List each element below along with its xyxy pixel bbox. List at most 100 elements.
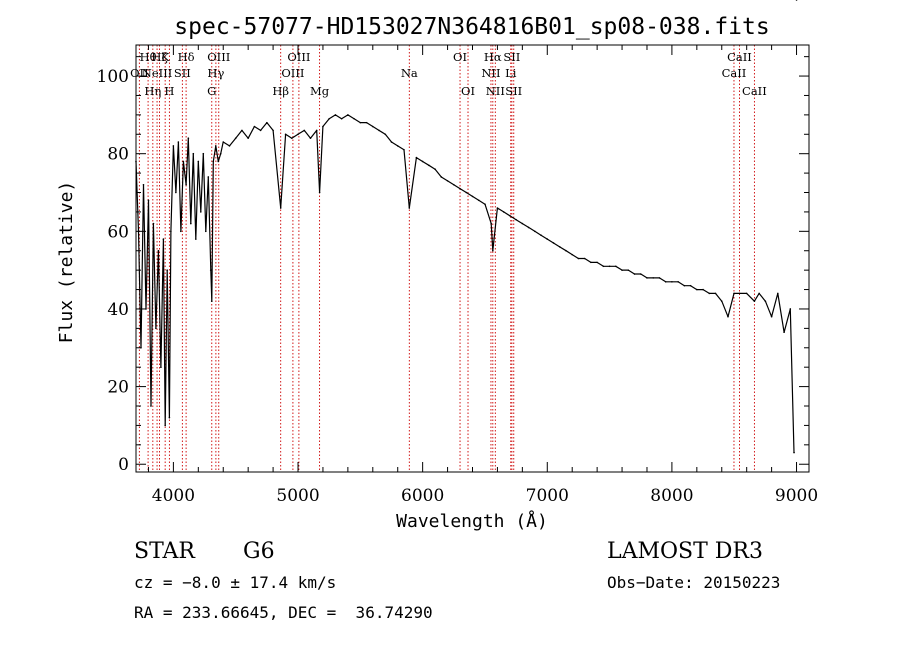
flux-point-47 (284, 133, 287, 136)
flux-point-107 (646, 277, 648, 279)
flux-point-49 (297, 133, 299, 136)
flux-point-113 (683, 284, 686, 287)
flux-point-109 (658, 277, 661, 279)
flux-point-82 (492, 249, 494, 252)
flux-point-76 (459, 187, 461, 190)
x-tick-label-5: 9000 (775, 486, 818, 506)
flux-point-54 (322, 125, 324, 128)
flux-point-72 (434, 168, 436, 171)
flux-point-43 (259, 129, 262, 132)
chart-title: spec-57077-HD153027N364816B01_sp08-038.f… (174, 14, 769, 40)
flux-point-124 (753, 300, 756, 303)
obs-date-text: Obs−Date: 20150223 (607, 573, 781, 592)
flux-point-38 (228, 145, 231, 147)
flux-point-48 (290, 137, 293, 139)
flux-point-98 (590, 261, 592, 264)
line-label-16: Na (401, 66, 418, 80)
flux-point-69 (415, 156, 418, 159)
flux-point-6 (150, 405, 152, 407)
spectral-line-labels: OIIHθHηNeIIIHζKHSIIHδGHγOIIIHβOIIIOIIIMg… (130, 50, 767, 98)
flux-point-132 (795, 0, 798, 1)
flux-point-83 (496, 207, 499, 209)
plot-frame (135, 44, 810, 473)
flux-point-92 (552, 242, 555, 244)
flux-point-55 (328, 117, 330, 120)
flux-point-15 (170, 230, 172, 233)
flux-point-91 (546, 238, 549, 240)
flux-point-112 (677, 280, 679, 283)
flux-point-111 (671, 280, 673, 283)
flux-point-88 (527, 226, 530, 229)
flux-point-44 (266, 121, 268, 124)
flux-point-27 (200, 211, 202, 213)
flux-point-118 (714, 292, 717, 295)
flux-point-60 (359, 121, 362, 124)
flux-point-45 (272, 129, 274, 132)
line-label-3: NeIII (142, 66, 173, 80)
flux-point-67 (403, 149, 405, 151)
line-label-17: OI (453, 50, 467, 64)
flux-point-108 (652, 277, 655, 279)
flux-point-89 (534, 230, 536, 233)
flux-point-81 (490, 222, 492, 225)
flux-point-115 (696, 288, 698, 291)
line-label-24: SII (505, 84, 522, 98)
x-tick-label-0: 4000 (152, 486, 195, 506)
flux-point-28 (202, 152, 205, 155)
flux-point-13 (166, 269, 168, 271)
line-label-26: CaII (727, 50, 752, 64)
flux-point-126 (764, 300, 767, 303)
line-label-20: Hα (484, 50, 502, 64)
flux-point-93 (558, 246, 561, 248)
line-label-14: OIII (287, 50, 310, 64)
flux-point-100 (602, 265, 605, 268)
flux-point-22 (187, 137, 190, 139)
flux-point-79 (477, 199, 480, 202)
redshift-text: cz = −8.0 ± 17.4 km/s (134, 573, 337, 592)
y-tick-label-1: 20 (107, 378, 129, 398)
flux-point-121 (733, 292, 735, 295)
flux-point-131 (793, 451, 795, 454)
flux-point-128 (777, 292, 779, 295)
flux-point-61 (365, 121, 368, 124)
flux-point-95 (571, 253, 574, 256)
flux-point-63 (378, 129, 380, 132)
flux-point-116 (702, 288, 704, 291)
y-tick-label-3: 60 (107, 222, 129, 242)
flux-point-127 (770, 315, 773, 318)
flux-point-84 (502, 211, 505, 213)
flux-point-34 (214, 145, 217, 147)
x-tick-label-2: 6000 (401, 486, 444, 506)
line-label-7: SII (174, 66, 191, 80)
line-label-6: H (164, 84, 174, 98)
flux-point-18 (177, 141, 180, 143)
flux-point-68 (408, 207, 411, 209)
y-tick-label-4: 80 (107, 145, 129, 165)
flux-point-78 (471, 195, 474, 198)
flux-point-41 (247, 137, 249, 139)
survey-name: LAMOST DR3 (607, 539, 763, 564)
flux-point-9 (157, 249, 160, 252)
flux-point-119 (720, 300, 723, 303)
line-label-11: OIII (207, 50, 230, 64)
line-label-21: NII (486, 84, 505, 98)
flux-point-42 (253, 125, 256, 128)
flux-point-110 (664, 280, 667, 283)
object-class: STAR (134, 539, 195, 564)
flux-point-114 (689, 284, 692, 287)
line-label-10: Hγ (207, 66, 224, 80)
x-tick-label-1: 5000 (276, 486, 319, 506)
flux-point-8 (155, 327, 157, 330)
flux-point-97 (583, 257, 586, 260)
x-tick-label-4: 8000 (650, 486, 693, 506)
flux-point-21 (185, 183, 187, 186)
spectral-line-markers (138, 45, 755, 472)
flux-point-122 (738, 292, 741, 295)
line-label-25: CaII (722, 66, 747, 80)
line-label-12: Hβ (272, 84, 289, 98)
flux-point-7 (152, 222, 155, 225)
flux-point-64 (384, 133, 387, 136)
line-label-8: Hδ (178, 50, 195, 64)
flux-point-73 (440, 176, 443, 178)
flux-point-59 (353, 117, 355, 120)
